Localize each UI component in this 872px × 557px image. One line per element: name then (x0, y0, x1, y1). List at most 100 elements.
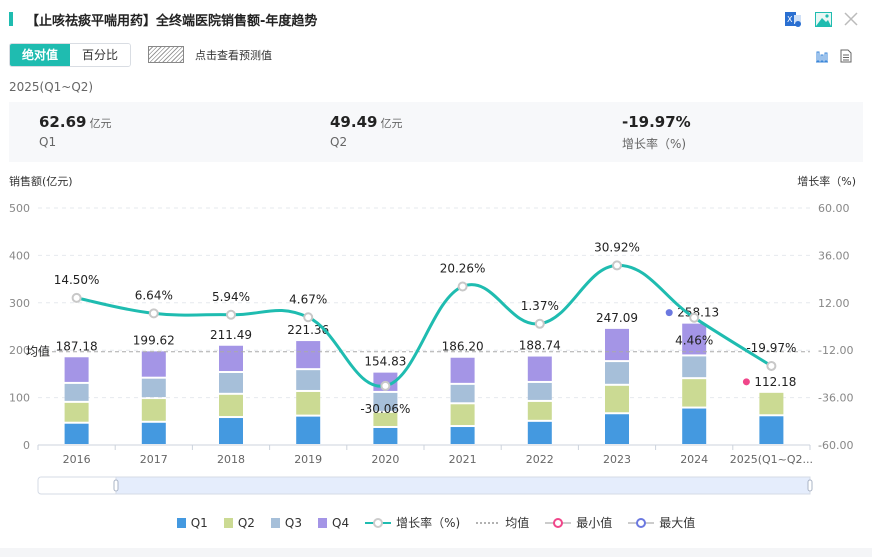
growth-line (76, 263, 773, 388)
legend-label: Q1 (190, 515, 208, 530)
bar-total-label: 188.74 (519, 339, 561, 353)
y-tick-label: 200 (9, 344, 30, 357)
summary-label: Q1 (39, 135, 57, 149)
growth-point (534, 318, 545, 329)
y2-axis-title: 增长率（%) (797, 175, 856, 188)
legend-q2[interactable]: Q2 (223, 515, 255, 530)
legend-label: Q2 (237, 515, 255, 530)
bar-q2 (682, 379, 707, 407)
legend-max[interactable]: 最大值 (628, 514, 695, 531)
svg-text:X: X (787, 15, 793, 24)
value-mode-toggle: 绝对值 百分比 (9, 43, 132, 67)
legend-label: 增长率（%) (396, 516, 461, 530)
bar-q2 (605, 385, 629, 413)
legend-max-icon (628, 517, 655, 528)
summary-q2: 49.49 亿元 Q2 (330, 112, 402, 149)
max-marker (665, 309, 673, 317)
legend-swatch (318, 517, 328, 528)
growth-point (303, 312, 314, 323)
bar-q4 (605, 328, 629, 361)
bar-q4 (219, 345, 243, 372)
bar-q3 (682, 356, 707, 378)
x-tick-label: 2022 (526, 453, 554, 466)
bar-q4 (450, 357, 475, 383)
bar-q3 (141, 378, 166, 398)
bar-q3 (219, 373, 243, 393)
hatch-pattern-icon (148, 46, 184, 63)
min-marker (742, 378, 750, 386)
growth-label: 14.50% (54, 273, 100, 287)
bar-total-label: 199.62 (133, 333, 175, 347)
forecast-toggle[interactable]: 点击查看预测值 (148, 46, 272, 63)
bar-total-label: 154.83 (364, 355, 406, 369)
legend-q4[interactable]: Q4 (318, 516, 349, 530)
summary-unit: 亿元 (89, 117, 112, 130)
period-label: 2025(Q1~Q2) (9, 80, 94, 94)
growth-point (612, 260, 622, 271)
bar-q4 (527, 356, 552, 381)
datazoom-selection (115, 476, 811, 495)
close-icon[interactable] (842, 10, 860, 28)
chart-title: 【止咳祛痰平喘用药】全终端医院销售额-年度趋势 (26, 14, 318, 29)
legend-swatch (176, 517, 186, 528)
bar-q1 (141, 422, 166, 444)
growth-label: 5.94% (212, 290, 250, 304)
bar-q1 (605, 414, 629, 444)
datazoom-handle-right[interactable] (807, 479, 813, 492)
bar-q4 (141, 351, 166, 377)
legend-label: Q3 (284, 515, 303, 530)
bar-q1 (296, 416, 321, 444)
x-tick-label: 2021 (449, 453, 477, 466)
image-export-icon[interactable] (814, 10, 832, 28)
summary-q1: 62.69 亿元 Q1 (39, 112, 111, 149)
growth-point (71, 292, 82, 303)
legend-dash-icon (476, 521, 501, 524)
bar-q3 (296, 370, 321, 390)
summary-panel: 62.69 亿元 Q1 49.49 亿元 Q2 -19.97% 增长率（%) (9, 102, 863, 162)
bar-q1 (219, 418, 243, 444)
legend-min[interactable]: 最小值 (545, 514, 612, 531)
bar-q2 (759, 392, 784, 415)
absolute-value-tab[interactable]: 绝对值 (10, 44, 71, 66)
growth-label: 4.67% (289, 292, 327, 306)
summary-value: -19.97% (622, 113, 691, 131)
bar-chart-icon[interactable] (813, 47, 831, 65)
bar-total-label: 221.36 (287, 323, 329, 337)
bar-q3 (64, 383, 89, 401)
summary-value: 49.49 (330, 113, 378, 131)
bar-q2 (527, 401, 552, 420)
percentage-tab[interactable]: 百分比 (70, 44, 131, 66)
legend-q3[interactable]: Q3 (270, 515, 303, 530)
bar-q2 (141, 399, 166, 421)
y2-tick-label: -12.00 (818, 344, 853, 357)
bar-q2 (373, 412, 398, 426)
legend-average[interactable]: 均值 (476, 514, 529, 531)
bar-q2 (64, 402, 89, 422)
growth-point (148, 308, 159, 319)
legend-q1[interactable]: Q1 (176, 515, 208, 530)
legend-swatch (270, 517, 280, 528)
y2-tick-label: 60.00 (818, 202, 850, 215)
bar-total-label: 112.18 (754, 375, 796, 389)
legend-label: 均值 (505, 516, 530, 530)
legend-label: 最小值 (576, 516, 613, 530)
summary-growth: -19.97% 增长率（%) (622, 112, 691, 152)
table-view-icon[interactable] (837, 47, 855, 65)
growth-point (380, 380, 391, 391)
summary-label: 增长率（%) (622, 137, 687, 151)
bar-q1 (759, 416, 784, 444)
excel-export-icon[interactable]: X (784, 10, 802, 28)
bar-total-label: 186.20 (442, 340, 484, 354)
growth-label: -30.06% (360, 402, 410, 416)
legend-label: Q4 (332, 515, 350, 530)
datazoom-handle-left[interactable] (113, 479, 119, 492)
bar-total-label: 247.09 (596, 311, 638, 325)
bar-q2 (219, 394, 243, 417)
bar-q3 (450, 384, 475, 403)
title-accent-bar (9, 12, 13, 26)
x-tick-label: 2024 (680, 453, 708, 466)
growth-point (226, 309, 236, 320)
bar-q1 (64, 423, 89, 444)
legend-growth[interactable]: 增长率（%) (365, 514, 460, 531)
growth-point (766, 360, 777, 371)
